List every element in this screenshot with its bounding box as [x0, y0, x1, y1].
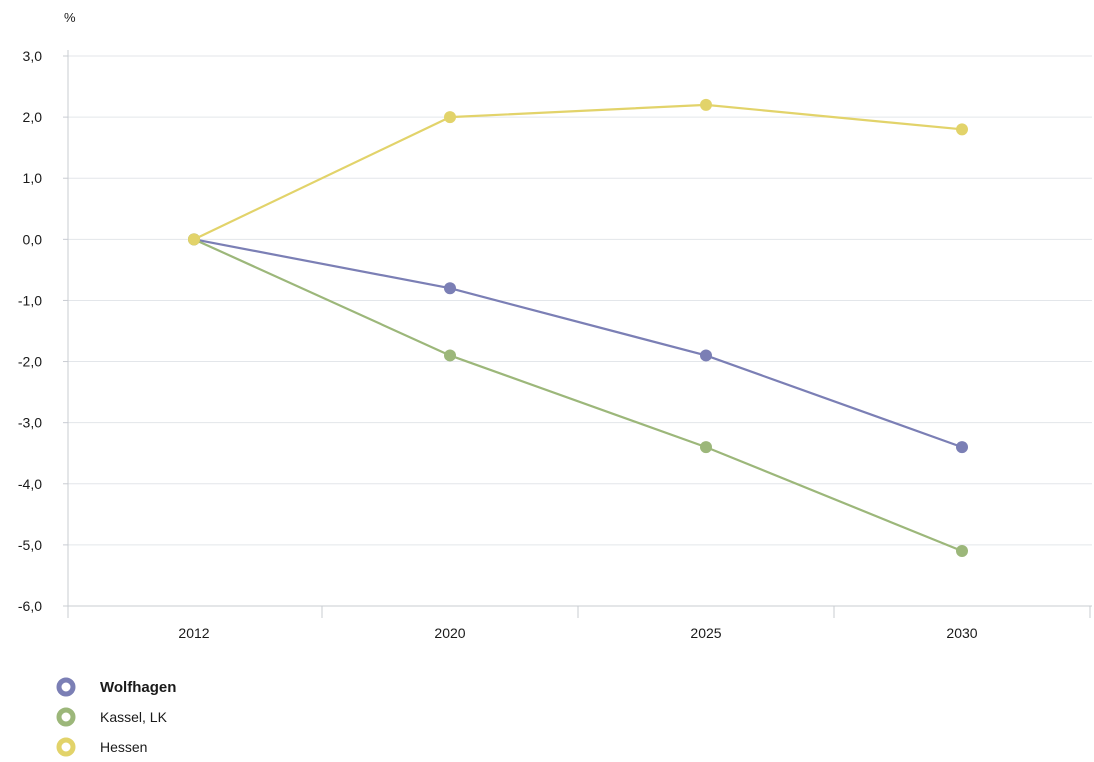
- y-tick-labels: 3,0 2,0 1,0 0,0 -1,0 -2,0 -3,0 -4,0 -5,0 -6,0: [18, 48, 42, 614]
- series-wolfhagen: [188, 233, 968, 454]
- y-tick-label: -5,0: [18, 537, 42, 553]
- data-point: [956, 441, 968, 454]
- legend-marker-icon: [56, 707, 76, 727]
- gridlines: [63, 55, 1092, 607]
- series-line: [193, 103, 963, 241]
- legend: Wolfhagen Kassel, LK Hessen: [56, 672, 176, 762]
- legend-item: Wolfhagen: [56, 672, 176, 702]
- x-tick-label: 2012: [178, 625, 209, 641]
- data-point: [444, 111, 456, 124]
- line-chart: % 3,0 2,0 1,0 0,0 -1,0 -2,0 -3,0 -4,0 -5,0 -6,0 2…: [18, 10, 1092, 641]
- data-point: [700, 441, 712, 454]
- y-tick-label: 0,0: [23, 231, 43, 247]
- x-tick-label: 2020: [434, 625, 465, 641]
- x-tick-label: 2025: [690, 625, 721, 641]
- y-tick-label: 3,0: [23, 48, 43, 64]
- series-hessen: [188, 98, 968, 246]
- y-tick-label: 1,0: [23, 170, 43, 186]
- y-tick-label: 2,0: [23, 109, 43, 125]
- data-point: [444, 349, 456, 362]
- legend-label: Hessen: [100, 739, 148, 755]
- y-unit-label: %: [64, 10, 76, 25]
- x-tick-label: 2030: [946, 625, 977, 641]
- series-kassel-lk: [188, 233, 968, 557]
- y-tick-label: -3,0: [18, 415, 42, 431]
- data-point: [700, 349, 712, 362]
- y-tick-label: -2,0: [18, 354, 42, 370]
- legend-item: Hessen: [56, 732, 176, 762]
- series-line: [193, 238, 963, 449]
- data-point: [956, 123, 968, 136]
- axes: [67, 50, 1092, 618]
- data-point: [444, 282, 456, 295]
- series-line: [193, 238, 963, 553]
- y-tick-label: -1,0: [18, 292, 42, 308]
- data-point: [700, 98, 712, 111]
- legend-label: Wolfhagen: [100, 678, 177, 696]
- series-lines: [188, 98, 968, 557]
- data-point: [188, 233, 200, 246]
- legend-label: Kassel, LK: [100, 709, 167, 725]
- legend-marker-icon: [56, 677, 76, 697]
- x-tick-labels: 2012 2020 2025 2030: [178, 625, 977, 641]
- data-point: [956, 545, 968, 557]
- legend-marker-icon: [56, 737, 76, 757]
- y-tick-label: -4,0: [18, 476, 42, 492]
- y-tick-label: -6,0: [18, 598, 42, 614]
- legend-item: Kassel, LK: [56, 702, 176, 732]
